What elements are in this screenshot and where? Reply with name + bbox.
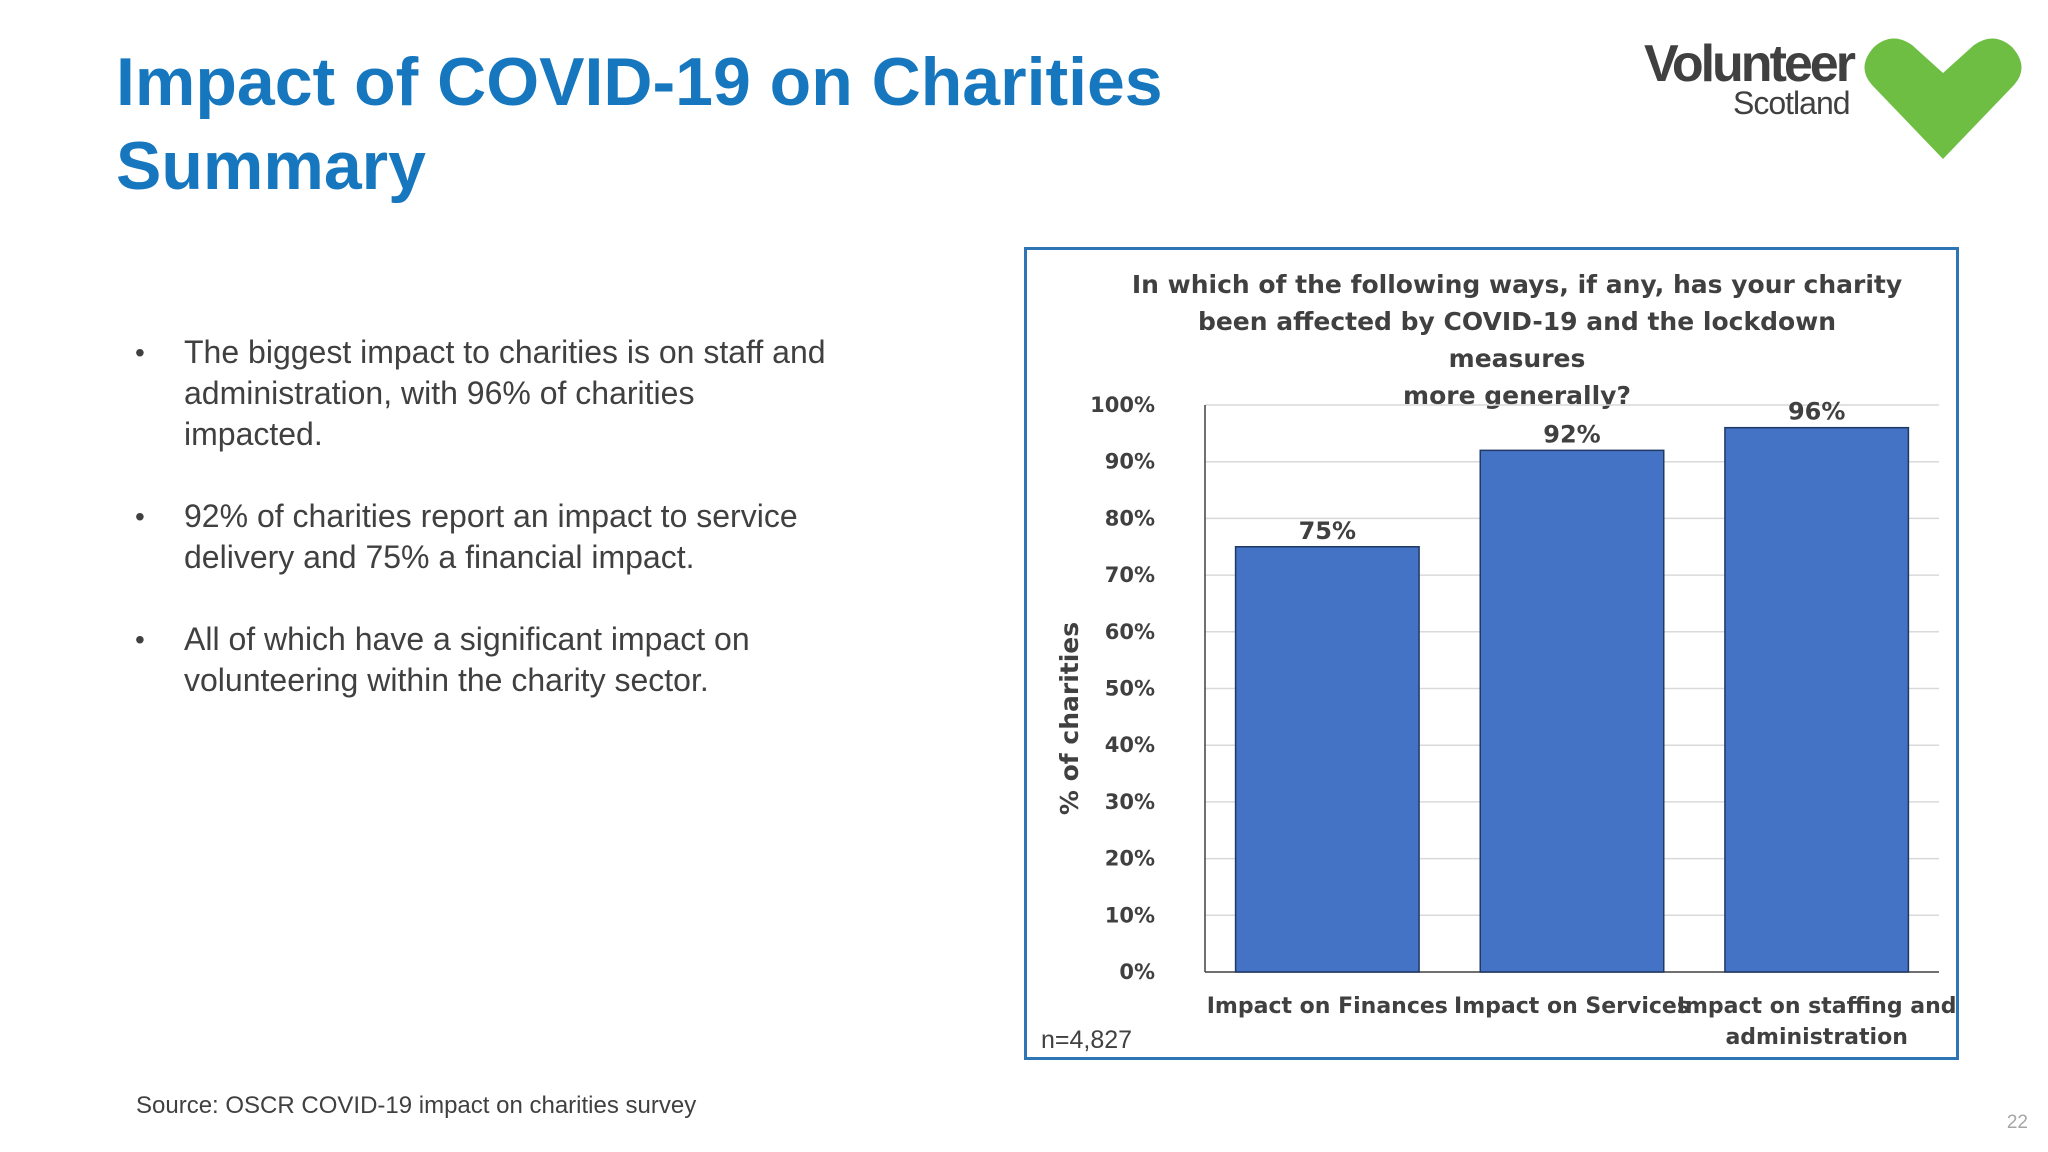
y-tick-label: 100% (1090, 393, 1155, 417)
y-tick-label: 0% (1119, 960, 1155, 984)
bullet-item: • 92% of charities report an impact to s… (130, 496, 930, 578)
title-line-2: Summary (116, 128, 426, 204)
bar (1479, 449, 1665, 973)
source-note: Source: OSCR COVID-19 impact on charitie… (136, 1092, 697, 1119)
data-label: 75% (1299, 517, 1356, 545)
bullet-line: 92% of charities report an impact to ser… (184, 498, 798, 534)
bullet-line: administration, with 96% of charities (184, 375, 695, 411)
y-axis-label: % of charities (1055, 622, 1084, 815)
y-tick-label: 40% (1105, 733, 1155, 757)
data-label: 96% (1788, 398, 1845, 426)
page-number: 22 (2006, 1112, 2028, 1133)
y-tick-label: 90% (1105, 450, 1155, 474)
bullet-line: impacted. (184, 416, 323, 452)
y-tick-label: 70% (1105, 563, 1155, 587)
heart-icon (1864, 38, 2022, 159)
y-tick-label: 60% (1105, 620, 1155, 644)
volunteer-scotland-logo: Volunteer Scotland (1640, 30, 2025, 165)
y-tick-label: 10% (1105, 903, 1155, 927)
bullet-item: • The biggest impact to charities is on … (130, 332, 930, 455)
x-category-label: Impact on Finances (1207, 994, 1448, 1019)
bullet-line: delivery and 75% a financial impact. (184, 539, 695, 575)
summary-bullet-list: • The biggest impact to charities is on … (130, 332, 930, 742)
y-tick-label: 50% (1105, 677, 1155, 701)
y-tick-label: 30% (1105, 790, 1155, 814)
x-category-label: Impact on Services (1454, 994, 1690, 1019)
bar (1724, 426, 1910, 973)
bullet-line: The biggest impact to charities is on st… (184, 334, 826, 370)
bar-chart-panel: In which of the following ways, if any, … (1024, 247, 1959, 1060)
bar (1234, 546, 1420, 973)
bullet-marker: • (135, 624, 145, 655)
y-tick-label: 80% (1105, 506, 1155, 530)
bullet-marker: • (135, 501, 145, 532)
bullet-item: • All of which have a significant impact… (130, 619, 930, 701)
x-category-label: administration (1725, 1025, 1907, 1050)
x-category-label: Impact on staffing and (1677, 994, 1957, 1019)
chart-title-line: been affected by COVID-19 and the lockdo… (1197, 307, 1837, 373)
page-title: Impact of COVID-19 on Charities Summary (116, 40, 1163, 208)
title-line-1: Impact of COVID-19 on Charities (116, 44, 1163, 120)
bullet-line: All of which have a significant impact o… (184, 621, 750, 657)
bar-chart: 0% 10% 20% 30% 40% 50% 60% 70% 80% 90% 100% % of ch… (1055, 393, 1957, 1050)
logo-wordmark-volunteer: Volunteer (1644, 35, 1856, 93)
logo-wordmark-scotland: Scotland (1733, 85, 1851, 121)
bullet-line: volunteering within the charity sector. (184, 662, 709, 698)
sample-size-label: n=4,827 (1041, 1026, 1133, 1054)
y-tick-label: 20% (1105, 847, 1155, 871)
bullet-marker: • (135, 337, 145, 368)
chart-title-line: In which of the following ways, if any, … (1131, 270, 1903, 299)
data-label: 92% (1543, 420, 1600, 448)
